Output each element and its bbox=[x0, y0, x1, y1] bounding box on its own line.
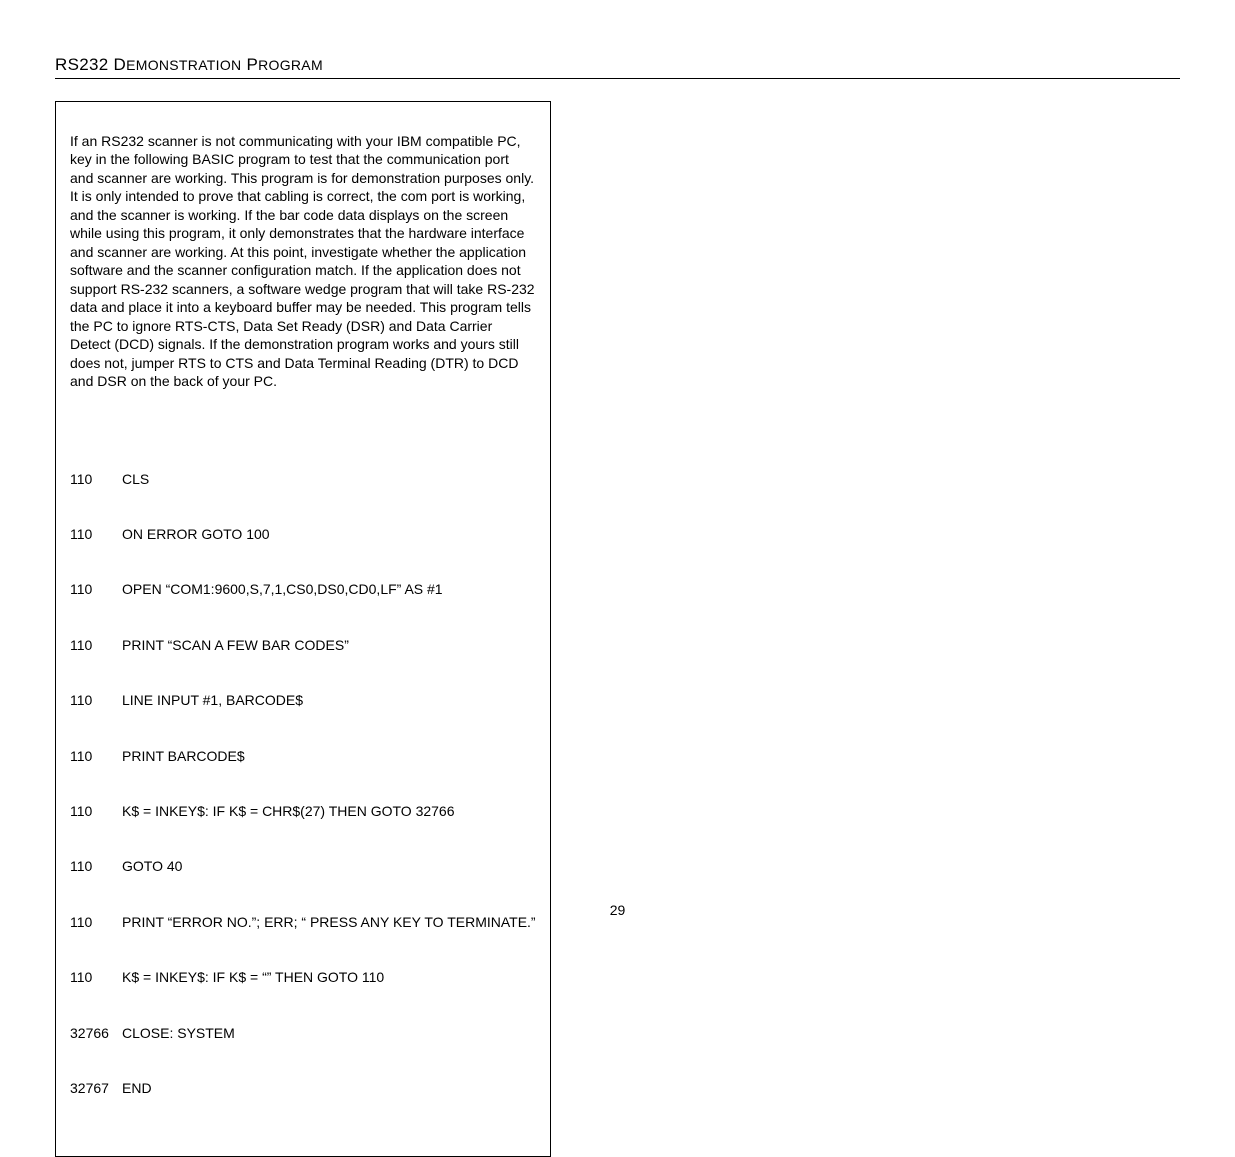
line-text: PRINT “SCAN A FEW BAR CODES” bbox=[122, 636, 349, 654]
code-line: 110LINE INPUT #1, BARCODE$ bbox=[70, 691, 536, 709]
line-number: 32766 bbox=[70, 1024, 122, 1042]
line-text: LINE INPUT #1, BARCODE$ bbox=[122, 691, 303, 709]
code-line: 110GOTO 40 bbox=[70, 857, 536, 875]
code-line: 110PRINT “SCAN A FEW BAR CODES” bbox=[70, 636, 536, 654]
code-line: 110ON ERROR GOTO 100 bbox=[70, 525, 536, 543]
line-text: OPEN “COM1:9600,S,7,1,CS0,DS0,CD0,LF” AS… bbox=[122, 580, 443, 598]
line-text: CLOSE: SYSTEM bbox=[122, 1024, 235, 1042]
code-line: 110K$ = INKEY$: IF K$ = “” THEN GOTO 110 bbox=[70, 968, 536, 986]
code-line: 110PRINT BARCODE$ bbox=[70, 747, 536, 765]
line-number: 110 bbox=[70, 968, 122, 986]
heading-text-4: ROGRAM bbox=[258, 57, 323, 73]
code-listing: 110CLS 110ON ERROR GOTO 100 110OPEN “COM… bbox=[70, 433, 536, 1135]
line-text: K$ = INKEY$: IF K$ = “” THEN GOTO 110 bbox=[122, 968, 384, 986]
intro-paragraph: If an RS232 scanner is not communicating… bbox=[70, 132, 536, 391]
line-number: 110 bbox=[70, 580, 122, 598]
document-page: RS232 DEMONSTRATION PROGRAM If an RS232 … bbox=[0, 0, 1235, 1157]
line-number: 110 bbox=[70, 691, 122, 709]
line-text: PRINT BARCODE$ bbox=[122, 747, 245, 765]
code-line: 110OPEN “COM1:9600,S,7,1,CS0,DS0,CD0,LF”… bbox=[70, 580, 536, 598]
section-heading: RS232 DEMONSTRATION PROGRAM bbox=[55, 55, 1180, 79]
line-text: END bbox=[122, 1079, 152, 1097]
code-line: 110CLS bbox=[70, 470, 536, 488]
content-box: If an RS232 scanner is not communicating… bbox=[55, 101, 551, 1157]
heading-text-1: RS232 D bbox=[55, 55, 126, 74]
page-number: 29 bbox=[0, 902, 1235, 918]
line-number: 110 bbox=[70, 802, 122, 820]
line-number: 110 bbox=[70, 747, 122, 765]
line-text: ON ERROR GOTO 100 bbox=[122, 525, 270, 543]
code-line: 32767END bbox=[70, 1079, 536, 1097]
heading-text-2: EMONSTRATION bbox=[126, 57, 241, 73]
line-text: GOTO 40 bbox=[122, 857, 182, 875]
line-number: 110 bbox=[70, 470, 122, 488]
line-number: 32767 bbox=[70, 1079, 122, 1097]
line-number: 110 bbox=[70, 857, 122, 875]
code-line: 32766CLOSE: SYSTEM bbox=[70, 1024, 536, 1042]
line-text: CLS bbox=[122, 470, 149, 488]
line-number: 110 bbox=[70, 636, 122, 654]
line-number: 110 bbox=[70, 525, 122, 543]
line-text: K$ = INKEY$: IF K$ = CHR$(27) THEN GOTO … bbox=[122, 802, 455, 820]
heading-text-3: P bbox=[241, 55, 258, 74]
code-line: 110K$ = INKEY$: IF K$ = CHR$(27) THEN GO… bbox=[70, 802, 536, 820]
